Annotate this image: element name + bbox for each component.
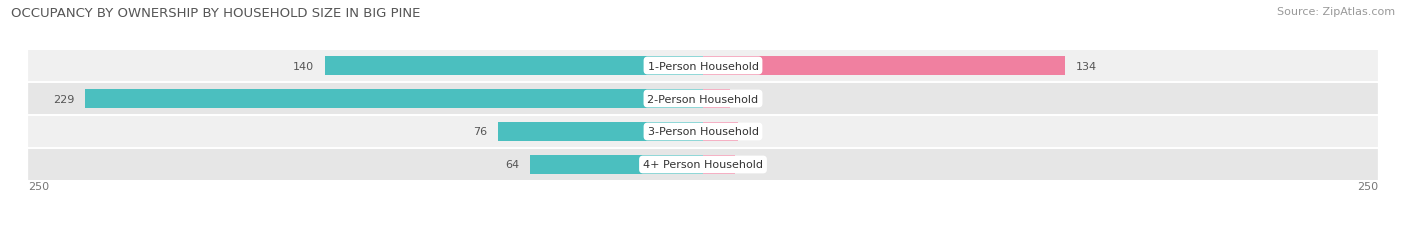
Text: 250: 250: [1357, 181, 1378, 191]
Bar: [703, 57, 1064, 76]
Text: 3-Person Household: 3-Person Household: [648, 127, 758, 137]
Text: 250: 250: [28, 181, 49, 191]
Text: 64: 64: [505, 160, 519, 170]
FancyBboxPatch shape: [28, 116, 1378, 147]
Bar: [530, 155, 703, 174]
FancyBboxPatch shape: [28, 84, 1378, 115]
Bar: [703, 155, 735, 174]
Bar: [498, 122, 703, 141]
Text: 1-Person Household: 1-Person Household: [648, 61, 758, 71]
Text: 13: 13: [749, 127, 763, 137]
FancyBboxPatch shape: [28, 51, 1378, 82]
Bar: [325, 57, 703, 76]
Text: 12: 12: [747, 160, 761, 170]
Text: 134: 134: [1076, 61, 1097, 71]
Bar: [84, 90, 703, 109]
FancyBboxPatch shape: [28, 149, 1378, 180]
Text: 10: 10: [741, 94, 755, 104]
Bar: [703, 122, 738, 141]
Text: 76: 76: [472, 127, 486, 137]
Bar: [703, 90, 730, 109]
Text: 229: 229: [52, 94, 75, 104]
Text: OCCUPANCY BY OWNERSHIP BY HOUSEHOLD SIZE IN BIG PINE: OCCUPANCY BY OWNERSHIP BY HOUSEHOLD SIZE…: [11, 7, 420, 20]
Text: 4+ Person Household: 4+ Person Household: [643, 160, 763, 170]
Text: Source: ZipAtlas.com: Source: ZipAtlas.com: [1277, 7, 1395, 17]
Text: 140: 140: [292, 61, 315, 71]
Text: 2-Person Household: 2-Person Household: [647, 94, 759, 104]
